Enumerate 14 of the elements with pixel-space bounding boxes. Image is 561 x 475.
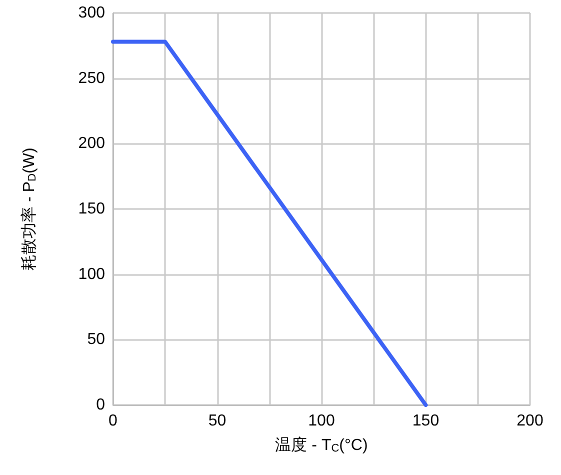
y-tick-label: 0 [96, 396, 106, 414]
y-tick-label: 250 [78, 70, 106, 87]
y-tick-label: 100 [78, 266, 106, 283]
x-tick-label: 100 [308, 412, 335, 430]
y-axis-title: 耗散功率 - PD(W) [20, 148, 38, 270]
x-axis-title: 温度 - TC(°C) [275, 436, 368, 454]
x-tick-label: 150 [412, 412, 440, 430]
x-tick-label: 200 [516, 412, 544, 430]
x-tick-label: 0 [108, 412, 118, 430]
y-tick-label: 200 [78, 135, 106, 152]
y-tick-label: 300 [78, 4, 106, 22]
x-tick-label: 50 [208, 412, 226, 430]
y-tick-label: 50 [87, 331, 106, 348]
y-tick-label: 150 [78, 200, 106, 218]
